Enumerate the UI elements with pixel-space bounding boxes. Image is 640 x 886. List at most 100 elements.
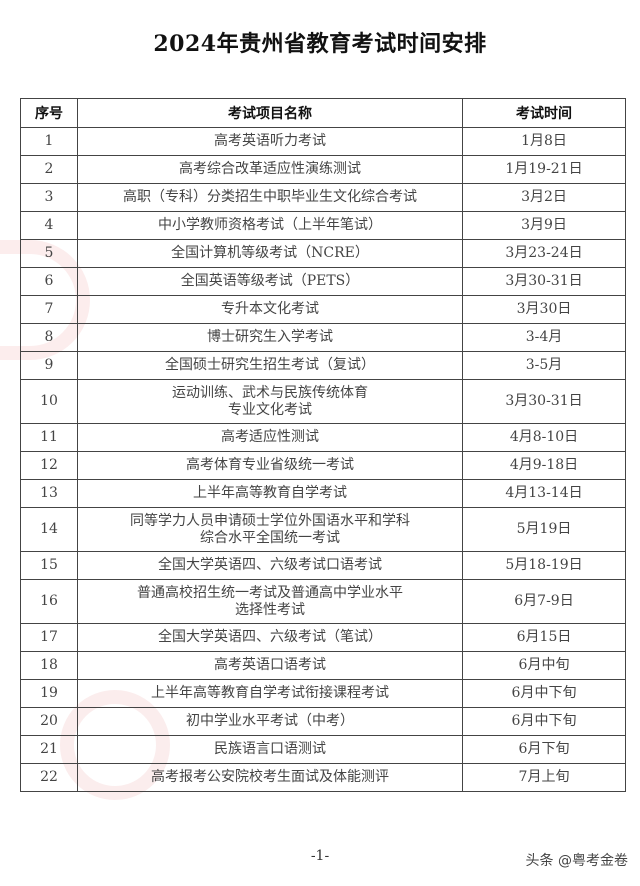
table-row: 15 全国大学英语四、六级考试口语考试 5月18-19日 <box>20 551 626 580</box>
exam-name: 高考英语口语考试 <box>77 651 463 680</box>
exam-name: 上半年高等教育自学考试衔接课程考试 <box>77 679 463 708</box>
row-number: 6 <box>20 267 78 296</box>
exam-name-line: 专业文化考试 <box>228 401 312 418</box>
exam-time: 3月23-24日 <box>462 239 626 268</box>
table-row: 1 高考英语听力考试 1月8日 <box>20 127 626 156</box>
row-number: 3 <box>20 183 78 212</box>
exam-name-line: 普通高校招生统一考试及普通高中学业水平 <box>137 584 403 601</box>
exam-name: 上半年高等教育自学考试 <box>77 479 463 508</box>
row-number: 14 <box>20 507 78 552</box>
exam-schedule-table: 序号 考试项目名称 考试时间 1 高考英语听力考试 1月8日 2 高考综合改革适应性演练… <box>20 98 626 792</box>
exam-time: 3月2日 <box>462 183 626 212</box>
exam-name: 普通高校招生统一考试及普通高中学业水平 选择性考试 <box>77 579 463 624</box>
exam-name: 初中学业水平考试（中考） <box>77 707 463 736</box>
table-row: 20 初中学业水平考试（中考） 6月中下旬 <box>20 707 626 736</box>
row-number: 5 <box>20 239 78 268</box>
exam-name: 高考体育专业省级统一考试 <box>77 451 463 480</box>
exam-name: 全国英语等级考试（PETS） <box>77 267 463 296</box>
table-row: 3 高职（专科）分类招生中职毕业生文化综合考试 3月2日 <box>20 183 626 212</box>
table-row: 2 高考综合改革适应性演练测试 1月19-21日 <box>20 155 626 184</box>
exam-name-line: 选择性考试 <box>235 601 305 618</box>
table-row: 8 博士研究生入学考试 3-4月 <box>20 323 626 352</box>
exam-time: 5月18-19日 <box>462 551 626 580</box>
table-row: 17 全国大学英语四、六级考试（笔试） 6月15日 <box>20 623 626 652</box>
exam-name: 高考英语听力考试 <box>77 127 463 156</box>
exam-time: 6月7-9日 <box>462 579 626 624</box>
exam-name-line: 综合水平全国统一考试 <box>200 529 340 546</box>
exam-name: 民族语言口语测试 <box>77 735 463 764</box>
exam-time: 3月30日 <box>462 295 626 324</box>
table-row: 16 普通高校招生统一考试及普通高中学业水平 选择性考试 6月7-9日 <box>20 579 626 624</box>
row-number: 18 <box>20 651 78 680</box>
table-row: 10 运动训练、武术与民族传统体育 专业文化考试 3月30-31日 <box>20 379 626 424</box>
exam-name: 全国硕士研究生招生考试（复试） <box>77 351 463 380</box>
exam-time: 3-4月 <box>462 323 626 352</box>
exam-time: 3月30-31日 <box>462 379 626 424</box>
exam-time: 4月8-10日 <box>462 423 626 452</box>
table-row: 21 民族语言口语测试 6月下旬 <box>20 735 626 764</box>
row-number: 1 <box>20 127 78 156</box>
exam-name: 高考适应性测试 <box>77 423 463 452</box>
table-row: 19 上半年高等教育自学考试衔接课程考试 6月中下旬 <box>20 679 626 708</box>
row-number: 8 <box>20 323 78 352</box>
row-number: 13 <box>20 479 78 508</box>
row-number: 10 <box>20 379 78 424</box>
exam-name: 高考综合改革适应性演练测试 <box>77 155 463 184</box>
exam-name-line: 同等学力人员申请硕士学位外国语水平和学科 <box>130 512 410 529</box>
exam-time: 6月15日 <box>462 623 626 652</box>
table-header-row: 序号 考试项目名称 考试时间 <box>20 98 626 128</box>
row-number: 9 <box>20 351 78 380</box>
page-title: 2024年贵州省教育考试时间安排 <box>153 31 487 57</box>
row-number: 15 <box>20 551 78 580</box>
table-row: 13 上半年高等教育自学考试 4月13-14日 <box>20 479 626 508</box>
exam-name: 全国计算机等级考试（NCRE） <box>77 239 463 268</box>
exam-time: 1月8日 <box>462 127 626 156</box>
exam-time: 4月13-14日 <box>462 479 626 508</box>
row-number: 22 <box>20 763 78 792</box>
header-no: 序号 <box>20 98 78 128</box>
exam-name: 运动训练、武术与民族传统体育 专业文化考试 <box>77 379 463 424</box>
exam-time: 6月中下旬 <box>462 707 626 736</box>
source-credit: 头条 @粤考金卷 <box>525 853 628 869</box>
exam-time: 6月中旬 <box>462 651 626 680</box>
table-row: 7 专升本文化考试 3月30日 <box>20 295 626 324</box>
row-number: 4 <box>20 211 78 240</box>
exam-time: 3-5月 <box>462 351 626 380</box>
row-number: 12 <box>20 451 78 480</box>
row-number: 7 <box>20 295 78 324</box>
exam-time: 1月19-21日 <box>462 155 626 184</box>
exam-name: 专升本文化考试 <box>77 295 463 324</box>
row-number: 21 <box>20 735 78 764</box>
exam-name: 同等学力人员申请硕士学位外国语水平和学科 综合水平全国统一考试 <box>77 507 463 552</box>
exam-name: 高职（专科）分类招生中职毕业生文化综合考试 <box>77 183 463 212</box>
table-row: 5 全国计算机等级考试（NCRE） 3月23-24日 <box>20 239 626 268</box>
exam-name-line: 运动训练、武术与民族传统体育 <box>172 384 368 401</box>
header-time: 考试时间 <box>462 98 626 128</box>
row-number: 11 <box>20 423 78 452</box>
exam-time: 3月30-31日 <box>462 267 626 296</box>
row-number: 17 <box>20 623 78 652</box>
row-number: 2 <box>20 155 78 184</box>
row-number: 20 <box>20 707 78 736</box>
exam-name: 博士研究生入学考试 <box>77 323 463 352</box>
exam-time: 6月中下旬 <box>462 679 626 708</box>
table-row: 9 全国硕士研究生招生考试（复试） 3-5月 <box>20 351 626 380</box>
exam-name: 全国大学英语四、六级考试口语考试 <box>77 551 463 580</box>
table-row: 14 同等学力人员申请硕士学位外国语水平和学科 综合水平全国统一考试 5月19日 <box>20 507 626 552</box>
exam-time: 5月19日 <box>462 507 626 552</box>
table-row: 12 高考体育专业省级统一考试 4月9-18日 <box>20 451 626 480</box>
table-body: 1 高考英语听力考试 1月8日 2 高考综合改革适应性演练测试 1月19-21日 3 高职（专… <box>20 127 626 792</box>
exam-time: 3月9日 <box>462 211 626 240</box>
row-number: 19 <box>20 679 78 708</box>
table-row: 6 全国英语等级考试（PETS） 3月30-31日 <box>20 267 626 296</box>
table-row: 22 高考报考公安院校考生面试及体能测评 7月上旬 <box>20 763 626 792</box>
header-name: 考试项目名称 <box>77 98 463 128</box>
page-number: -1- <box>310 848 330 864</box>
exam-name: 全国大学英语四、六级考试（笔试） <box>77 623 463 652</box>
table-row: 18 高考英语口语考试 6月中旬 <box>20 651 626 680</box>
table-row: 4 中小学教师资格考试（上半年笔试） 3月9日 <box>20 211 626 240</box>
row-number: 16 <box>20 579 78 624</box>
exam-time: 4月9-18日 <box>462 451 626 480</box>
exam-time: 6月下旬 <box>462 735 626 764</box>
exam-name: 中小学教师资格考试（上半年笔试） <box>77 211 463 240</box>
